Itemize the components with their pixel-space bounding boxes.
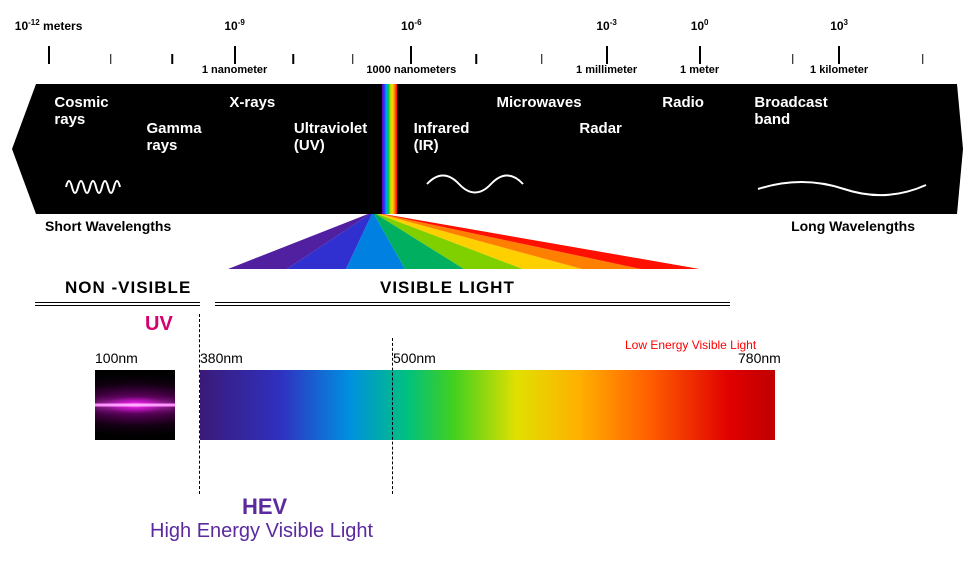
axis-major-label: 10-12 meters bbox=[15, 18, 83, 33]
low-energy-label: Low Energy Visible Light bbox=[625, 338, 756, 352]
divider-dash bbox=[199, 314, 200, 494]
band-region-label: Broadcast band bbox=[754, 94, 827, 129]
hev-subtitle: High Energy Visible Light bbox=[150, 520, 373, 543]
axis-unit-label: 1 nanometer bbox=[202, 64, 267, 76]
short-wavelength-label: Short Wavelengths bbox=[45, 218, 171, 234]
visible-light-title: VISIBLE LIGHT bbox=[380, 278, 515, 298]
wavelength-axis: 10-12 meters10-91 nanometer10-61000 nano… bbox=[30, 18, 960, 78]
axis-tick bbox=[792, 54, 794, 64]
band-region-label: Gamma rays bbox=[147, 120, 202, 155]
axis-tick bbox=[172, 54, 174, 64]
band-region-label: Radio bbox=[662, 94, 704, 111]
band-region-label: Infrared (IR) bbox=[414, 120, 470, 155]
visible-strip bbox=[382, 84, 397, 214]
axis-tick bbox=[110, 54, 112, 64]
axis-major-label: 10-6 bbox=[401, 18, 421, 33]
non-visible-title: NON -VISIBLE bbox=[65, 278, 191, 298]
axis-major-label: 10-3 bbox=[596, 18, 616, 33]
axis-tick bbox=[541, 54, 543, 64]
axis-major-label: 103 bbox=[830, 18, 848, 33]
axis-unit-label: 1 kilometer bbox=[810, 64, 868, 76]
axis-tick bbox=[410, 46, 412, 64]
wavelength-marker: 780nm bbox=[738, 350, 781, 366]
divider-dash bbox=[392, 338, 393, 494]
axis-tick bbox=[352, 54, 354, 64]
axis-major-label: 100 bbox=[691, 18, 709, 33]
band-region-label: Microwaves bbox=[497, 94, 582, 111]
visible-light-rule bbox=[215, 302, 730, 303]
axis-tick bbox=[606, 46, 608, 64]
arrow-left-icon bbox=[12, 84, 36, 214]
axis-tick bbox=[476, 54, 478, 64]
arrow-right-icon bbox=[957, 84, 963, 214]
wavelength-marker: 500nm bbox=[393, 350, 436, 366]
axis-major-label: 10-9 bbox=[224, 18, 244, 33]
axis-tick bbox=[234, 46, 236, 64]
axis-unit-label: 1000 nanometers bbox=[366, 64, 456, 76]
hev-title: HEV bbox=[242, 494, 287, 520]
uv-label: UV bbox=[145, 313, 173, 336]
wavelength-marker: 380nm bbox=[200, 350, 243, 366]
long-wavelength-label: Long Wavelengths bbox=[791, 218, 915, 234]
band-region-label: Radar bbox=[579, 120, 622, 137]
visible-spectrum-bar bbox=[200, 370, 775, 440]
band-region-label: Cosmic rays bbox=[54, 94, 108, 129]
axis-tick bbox=[699, 46, 701, 64]
axis-tick bbox=[292, 54, 294, 64]
axis-tick bbox=[838, 46, 840, 64]
axis-tick bbox=[922, 54, 924, 64]
wave-icon bbox=[64, 173, 124, 206]
axis-unit-label: 1 millimeter bbox=[576, 64, 637, 76]
band-body: Cosmic rays Gamma rays X-rays Ultraviolet (… bbox=[36, 84, 957, 214]
wave-icon bbox=[423, 167, 533, 206]
wave-icon bbox=[754, 171, 929, 206]
visible-light-fan bbox=[228, 214, 700, 269]
band-region-label: Ultraviolet (UV) bbox=[294, 120, 367, 155]
uv-block bbox=[95, 370, 175, 440]
non-visible-rule bbox=[35, 302, 200, 303]
em-spectrum-band: Cosmic rays Gamma rays X-rays Ultraviolet (… bbox=[12, 84, 963, 214]
wavelength-marker: 100nm bbox=[95, 350, 138, 366]
axis-unit-label: 1 meter bbox=[680, 64, 719, 76]
axis-tick bbox=[48, 46, 50, 64]
band-region-label: X-rays bbox=[229, 94, 275, 111]
